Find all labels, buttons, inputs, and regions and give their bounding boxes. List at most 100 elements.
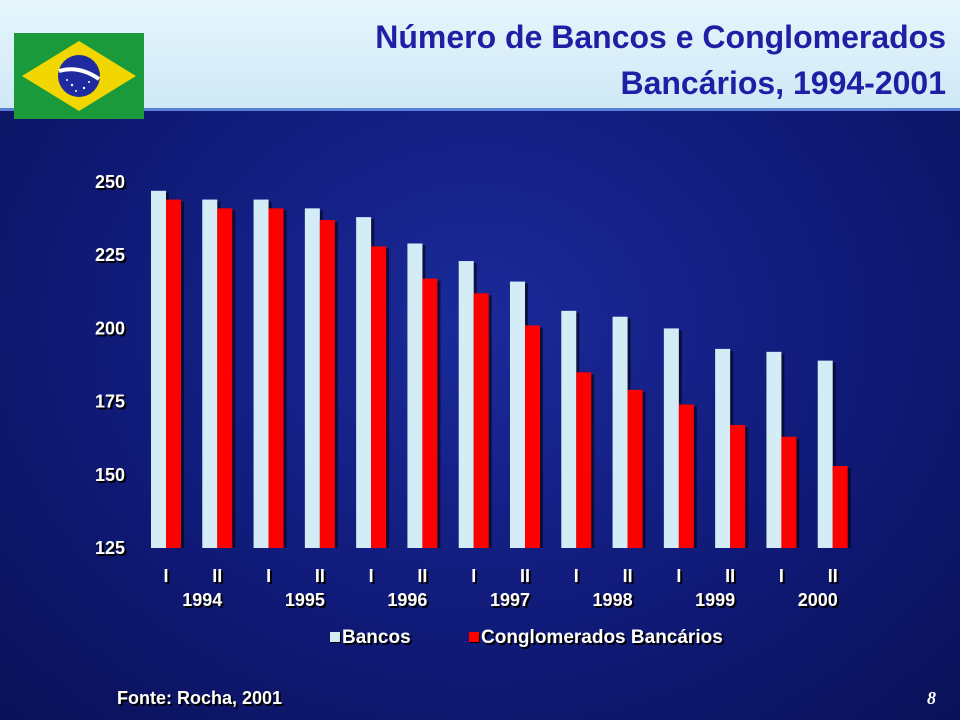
y-tick-label-shadow: 225	[97, 247, 127, 267]
bar-bancos	[817, 360, 833, 548]
x-tick-label-shadow: II	[419, 568, 429, 588]
bar-conglomerados	[217, 208, 233, 549]
bar-conglomerados	[525, 325, 540, 548]
x-tick-label-shadow: II	[625, 568, 635, 588]
bar-bancos	[715, 348, 731, 548]
year-label-shadow: 1997	[492, 592, 532, 612]
year-label-text: 1997	[490, 590, 530, 610]
bar-conglomerados	[781, 436, 797, 548]
legend-label-conglomerados: Conglomerados Bancários	[481, 627, 723, 648]
year-label-text: 1994	[182, 590, 222, 610]
x-tick-label-shadow: I	[576, 568, 581, 588]
x-tick-label-text: I	[574, 566, 579, 586]
bar-conglomerados	[576, 372, 592, 548]
x-tick-label-shadow: I	[268, 568, 273, 588]
bar-conglomerados	[422, 278, 438, 548]
year-label-shadow: 1998	[595, 592, 635, 612]
x-tick-label-shadow: I	[165, 568, 170, 588]
year-label-shadow: 1999	[697, 592, 737, 612]
y-tick-label-shadow: 250	[97, 174, 127, 194]
y-tick-label-shadow: 150	[97, 467, 127, 487]
y-tick-label-text: 225	[95, 245, 125, 265]
y-tick-label-shadow: 175	[97, 394, 127, 414]
bar-bancos	[510, 281, 525, 548]
x-tick-label-text: I	[163, 566, 168, 586]
x-tick-label-text: II	[828, 566, 838, 586]
y-tick-label-text: 125	[95, 538, 125, 558]
year-label-shadow: 2000	[800, 592, 840, 612]
bar-bancos	[561, 310, 577, 548]
bar-bancos	[612, 316, 628, 548]
y-tick-label-text: 250	[95, 172, 125, 192]
legend-label-bancos: Bancos	[342, 627, 411, 648]
year-label-shadow: 1996	[389, 592, 429, 612]
legend-item-bancos: Bancos	[330, 627, 411, 649]
x-tick-label: II	[676, 566, 683, 588]
bar-conglomerados	[730, 425, 746, 548]
x-tick-label: II	[471, 566, 478, 588]
bar-conglomerados	[832, 466, 848, 548]
year-label-text: 1996	[387, 590, 427, 610]
x-tick-label-shadow: I	[473, 568, 478, 588]
y-tick-label-shadow: 125	[97, 540, 127, 560]
x-tick-label-text: II	[725, 566, 735, 586]
year-label-shadow: 1995	[287, 592, 327, 612]
x-tick-label-shadow: II	[214, 568, 224, 588]
y-tick-label-text: 200	[95, 318, 125, 338]
bar-bancos	[663, 328, 679, 548]
bar-conglomerados	[166, 199, 181, 548]
year-label-text: 2000	[798, 590, 838, 610]
source-note: Fonte: Rocha, 2001	[117, 688, 283, 708]
x-tick-label-shadow: I	[678, 568, 683, 588]
bar-bancos	[304, 208, 320, 549]
x-tick-label-text: II	[417, 566, 427, 586]
brazil-flag-icon	[14, 33, 144, 119]
x-tick-label-shadow: II	[727, 568, 737, 588]
x-tick-label-text: I	[779, 566, 784, 586]
x-tick-label: II	[369, 566, 376, 588]
x-tick-label: II	[779, 566, 786, 588]
page-number: 8	[927, 688, 936, 708]
year-label-shadow: 1994	[184, 592, 224, 612]
x-tick-label-shadow: I	[371, 568, 376, 588]
x-tick-label-shadow: II	[317, 568, 327, 588]
bar-bancos	[253, 199, 269, 548]
y-tick-label-shadow: 200	[97, 320, 127, 340]
bar-bancos	[458, 261, 474, 548]
y-tick-label-text: 150	[95, 465, 125, 485]
x-tick-label-shadow: II	[522, 568, 532, 588]
x-tick-label-text: II	[212, 566, 222, 586]
bar-conglomerados	[319, 220, 335, 548]
x-tick-label-shadow: I	[781, 568, 786, 588]
x-tick-label-text: II	[315, 566, 325, 586]
x-tick-label-text: I	[676, 566, 681, 586]
x-tick-label-text: I	[471, 566, 476, 586]
bar-conglomerados	[473, 293, 489, 548]
legend-item-conglomerados: Conglomerados Bancários	[469, 627, 723, 649]
bar-bancos	[151, 190, 166, 548]
bar-bancos	[766, 351, 782, 548]
x-tick-label: II	[266, 566, 273, 588]
title-line-1: Número de Bancos e Conglomerados	[375, 19, 946, 55]
x-tick-label-shadow: II	[830, 568, 840, 588]
x-tick-label-text: II	[623, 566, 633, 586]
bar-bancos	[356, 217, 372, 549]
year-label-text: 1999	[695, 590, 735, 610]
y-tick-label-text: 175	[95, 392, 125, 412]
legend-swatch-bancos	[330, 632, 340, 642]
legend-swatch-conglomerados	[469, 632, 479, 642]
title-banner: Número de Bancos e Conglomerados Bancári…	[0, 0, 960, 119]
title-line-2: Bancários, 1994-2001	[620, 65, 946, 101]
